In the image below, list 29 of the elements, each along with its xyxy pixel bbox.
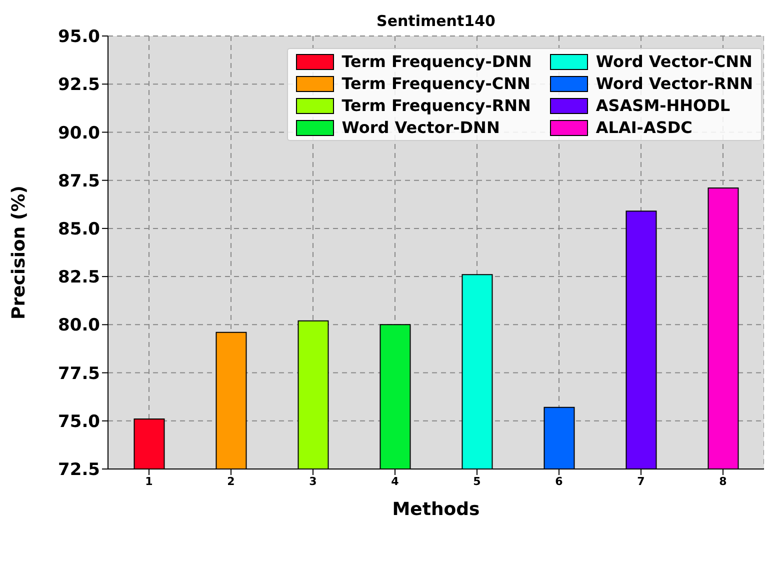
x-tick-label: 8: [719, 474, 727, 488]
x-tick-label: 1: [145, 474, 153, 488]
legend-label: Word Vector-CNN: [596, 52, 752, 71]
y-tick-label: 80.0: [58, 316, 100, 336]
x-tick-label: 5: [473, 474, 481, 488]
x-tick-label: 4: [391, 474, 400, 488]
y-tick-label: 77.5: [58, 364, 100, 384]
legend-label: ASASM-HHODL: [596, 96, 730, 115]
y-tick-label: 82.5: [58, 268, 100, 288]
y-tick-label: 85.0: [58, 219, 100, 240]
x-tick-label: 3: [309, 474, 317, 488]
y-tick-label: 72.5: [58, 460, 100, 480]
x-tick-label: 7: [637, 474, 645, 488]
y-axis-title: Precision (%): [8, 186, 30, 320]
legend-label: ALAI-ASDC: [596, 118, 692, 137]
legend-label: Term Frequency-RNN: [342, 96, 531, 115]
legend-label: Word Vector-DNN: [342, 118, 500, 137]
legend-label: Term Frequency-DNN: [342, 52, 532, 71]
y-tick-label: 90.0: [58, 123, 100, 144]
chart-title: Sentiment140: [376, 12, 496, 30]
y-tick-label: 87.5: [58, 171, 100, 192]
x-tick-label: 6: [555, 474, 564, 488]
y-tick-label: 95.0: [58, 27, 100, 48]
x-tick-label: 2: [227, 474, 235, 488]
x-axis-title: Methods: [392, 499, 480, 520]
y-tick-label: 75.0: [58, 412, 100, 432]
y-tick-label: 92.5: [58, 75, 100, 96]
legend-label: Word Vector-RNN: [596, 74, 753, 93]
legend-label: Term Frequency-CNN: [342, 74, 530, 93]
